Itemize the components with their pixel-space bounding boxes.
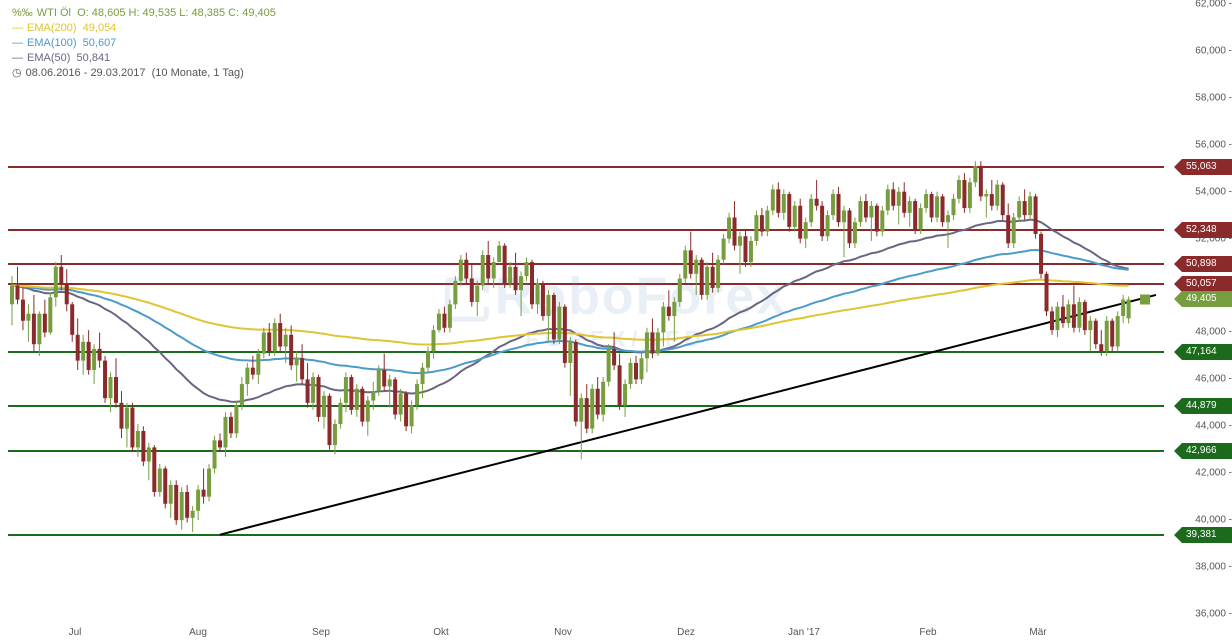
ema50-label: EMA(50): [27, 51, 70, 66]
yaxis-label: 56,000 -: [1195, 139, 1232, 150]
price-tag: 47,164: [1182, 344, 1232, 360]
yaxis-label: 38,000 -: [1195, 562, 1232, 573]
ema200-value: 49,054: [83, 21, 117, 36]
xaxis-label: Jul: [69, 627, 82, 638]
candlesticks: [8, 4, 1164, 614]
price-tag: 49,405: [1182, 291, 1232, 307]
yaxis-label: 42,000 -: [1195, 468, 1232, 479]
price-tag: 50,898: [1182, 256, 1232, 272]
ema100-value: 50,607: [83, 36, 117, 51]
chart-legend: %‰ WTI Öl O: 48,605 H: 49,535 L: 48,385 …: [12, 6, 276, 81]
xaxis-label: Nov: [554, 627, 572, 638]
xaxis-label: Aug: [189, 627, 207, 638]
ohlc-text: O: 48,605 H: 49,535 L: 48,385 C: 49,405: [77, 6, 276, 21]
xaxis-label: Jan '17: [788, 627, 820, 638]
yaxis-label: 54,000 -: [1195, 186, 1232, 197]
price-tag: 39,381: [1182, 527, 1232, 543]
symbol-label: WTI Öl: [37, 6, 71, 21]
yaxis-label: 36,000 -: [1195, 609, 1232, 620]
price-tag: 52,348: [1182, 222, 1232, 238]
candlestick-chart: RoboForex FOREX/CFD %‰ WTI Öl O: 48,605 …: [0, 0, 1232, 640]
date-range: 08.06.2016 - 29.03.2017: [26, 66, 146, 81]
period-text: (10 Monate, 1 Tag): [152, 66, 244, 81]
yaxis-label: 48,000 -: [1195, 327, 1232, 338]
plot-area: [8, 4, 1164, 614]
yaxis-label: 44,000 -: [1195, 421, 1232, 432]
xaxis-label: Dez: [677, 627, 695, 638]
xaxis-label: Sep: [312, 627, 330, 638]
yaxis-label: 60,000 -: [1195, 45, 1232, 56]
price-tag: 42,966: [1182, 443, 1232, 459]
ema50-value: 50,841: [77, 51, 111, 66]
yaxis-label: 40,000 -: [1195, 515, 1232, 526]
ema100-label: EMA(100): [27, 36, 77, 51]
xaxis-label: Okt: [433, 627, 449, 638]
yaxis-label: 58,000 -: [1195, 92, 1232, 103]
price-tag: 44,879: [1182, 398, 1232, 414]
xaxis-label: Mär: [1029, 627, 1046, 638]
price-tag: 55,063: [1182, 159, 1232, 175]
yaxis-label: 46,000 -: [1195, 374, 1232, 385]
yaxis-label: 62,000 -: [1195, 0, 1232, 10]
price-tag: 50,057: [1182, 276, 1232, 292]
ema200-label: EMA(200): [27, 21, 77, 36]
xaxis-label: Feb: [919, 627, 936, 638]
